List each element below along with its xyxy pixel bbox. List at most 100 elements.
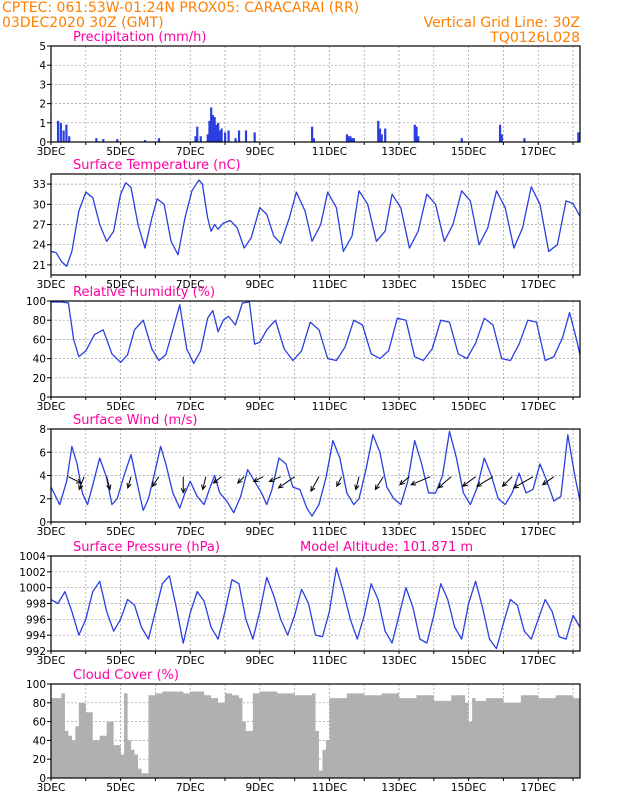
precip-bar [116,139,119,142]
y-tick-label: 20 [33,754,46,766]
header: CPTEC: 061:53W-01:24N PROX05: CARACARAI … [0,0,618,46]
wind-vector [253,476,264,482]
station-info: CPTEC: 061:53W-01:24N PROX05: CARACARAI … [2,0,360,16]
wind-vector [374,476,384,490]
x-tick-label: 11DEC [312,146,347,158]
precip-bar [413,124,416,142]
precip-bar [351,138,354,142]
wind-vector-head [180,487,186,494]
wind-vector [355,476,360,490]
panel-frame [50,683,581,779]
precip-bar [237,130,241,142]
wind-vector [127,476,132,488]
y-tick-label: 1 [39,118,46,130]
precip-bar [218,130,221,142]
wind-vector-head [354,484,360,491]
wind-vector-head [106,484,112,491]
y-tick-label: 3 [39,79,46,91]
wind-vector-head [374,484,380,491]
y-tick-label: 1004 [19,551,46,563]
precip-bar [244,130,248,142]
precip-bar [577,132,580,142]
cloud-panel: 0 20 40 60 80 100 3DEC 5DEC 7DEC 9DEC 11DEC 13DEC 15… [26,668,581,794]
y-tick-label: 40 [33,354,46,366]
precip-bar [347,136,350,142]
y-tick-label: 33 [33,179,46,191]
wind-vector [513,476,534,489]
wind-vector-head [541,480,548,486]
wind-vector [213,476,222,484]
wind-vector-head [461,481,468,487]
pres-panel: 992 994 996 998 1000 1002 1004 3DEC 5DEC 7DEC 9DEC… [19,540,581,667]
x-tick-label: 9DEC [245,146,274,158]
wind-vector [462,476,476,487]
x-tick-label: 17DEC [521,279,556,291]
wind-vector-head [336,481,342,488]
wind-vector [202,476,207,490]
y-tick-label: 27 [33,220,46,232]
x-tick-label: 5DEC [106,279,135,291]
wind-vector-head [512,483,519,489]
y-tick-label: 1002 [19,567,46,579]
panel-title: Surface Pressure (hPa) [73,540,220,555]
precip-bar [380,134,383,142]
panel-annotation: Model Altitude: 101.871 m [300,540,473,555]
precip-bar [210,107,213,142]
x-tick-label: 9DEC [245,655,274,667]
x-tick-label: 9DEC [245,526,274,538]
wind-vector [502,476,513,487]
x-tick-label: 7DEC [176,655,205,667]
x-tick-label: 3DEC [37,782,66,794]
y-tick-label: 21 [33,260,46,272]
x-tick-label: 3DEC [37,279,66,291]
precip-bar [65,124,68,142]
x-tick-label: 7DEC [176,526,205,538]
precip-bar [377,120,380,142]
wind-vector-head [437,483,444,489]
y-tick-label: 2 [39,494,46,506]
x-tick-label: 5DEC [106,655,135,667]
wind-vector-head [398,479,405,486]
wind-vector-head [212,478,219,484]
x-tick-label: 9DEC [245,401,274,413]
x-tick-label: 13DEC [381,782,416,794]
precip-bar [199,136,202,142]
x-tick-label: 11DEC [312,655,347,667]
y-tick-label: 60 [33,334,46,346]
x-tick-label: 11DEC [312,526,347,538]
x-tick-label: 7DEC [176,146,205,158]
panel-title: Cloud Cover (%) [73,668,179,683]
x-tick-label: 11DEC [312,782,347,794]
precip-bar [196,126,199,142]
precip-bar [417,136,420,142]
precip-bar [220,128,223,142]
y-tick-label: 998 [26,599,46,611]
wind-vector-head [252,477,259,482]
precip-bar [352,138,355,142]
x-tick-label: 15DEC [451,655,486,667]
grid-line-note: Vertical Grid Line: 30Z [423,15,580,31]
y-tick-label: 0 [39,517,46,529]
y-tick-label: 4 [39,60,46,72]
x-tick-label: 3DEC [37,526,66,538]
x-tick-label: 11DEC [312,401,347,413]
wind-vector-head [201,484,207,491]
y-tick-label: 20 [33,373,46,385]
x-tick-label: 17DEC [521,146,556,158]
x-tick-label: 5DEC [106,526,135,538]
rh-panel: 0 20 40 60 80 100 3DEC 5DEC 7DEC 9DEC 11DEC 13DEC 15… [26,285,581,413]
x-tick-label: 3DEC [37,655,66,667]
wind-vector [410,476,431,486]
precip-bar [143,140,147,142]
x-tick-label: 9DEC [245,279,274,291]
wind-vector-head [236,478,243,484]
precip-bar [208,120,211,142]
y-tick-label: 996 [26,614,46,626]
precip-bar [211,115,215,142]
temp-panel: 21 24 27 30 33 3DEC 5DEC 7DEC 9DEC 11DEC 13DEC 15DE… [33,158,581,291]
precip-bar [62,130,65,142]
y-tick-label: 40 [33,735,46,747]
y-tick-label: 60 [33,717,46,729]
precip-bar [253,132,256,142]
